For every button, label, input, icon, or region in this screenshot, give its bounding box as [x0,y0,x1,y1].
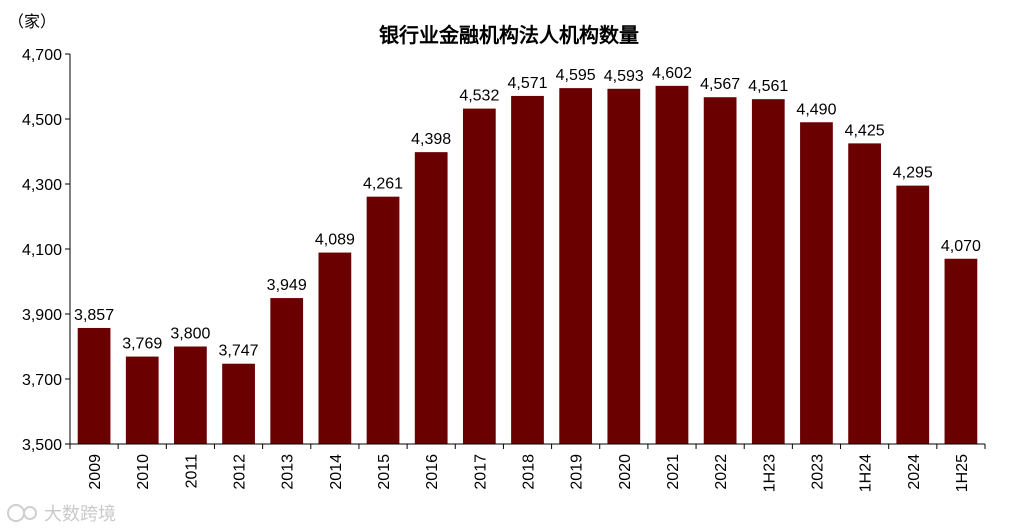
y-axis-ticks: 3,500 3,700 3,900 4,100 4,300 4,500 4,700 [22,47,70,454]
data-label-2009: 3,857 [74,307,114,324]
data-label-1H24: 4,425 [845,122,885,139]
data-label-2014: 4,089 [315,232,355,249]
data-label-2024: 4,295 [893,165,933,182]
x-tick-label-2012: 2012 [232,454,249,490]
data-label-2018: 4,571 [507,75,547,92]
x-tick-label-2017: 2017 [472,454,489,490]
chart-title: 银行业金融机构法人机构数量 [379,23,639,47]
bar-2017 [462,108,496,444]
x-tick-label-1H24: 1H24 [858,454,875,492]
bar-2022 [703,97,737,444]
bar-2015 [366,196,400,444]
watermark: 大数跨境 [7,504,116,525]
y-tick-label: 3,900 [22,307,62,324]
data-label-2023: 4,490 [796,101,836,118]
watermark-logo-icon [7,504,37,522]
x-tick-label-2013: 2013 [280,454,297,490]
bar-2016 [414,152,448,444]
data-label-2021: 4,602 [652,65,692,82]
x-axis-ticks: 2009 2010 2011 2012 2013 2014 2015 2016 2017 2018… [69,444,986,492]
bar-1H24 [848,143,881,444]
x-tick-label-2010: 2010 [135,454,152,490]
bar-2012 [222,363,255,444]
x-tick-label-2020: 2020 [617,454,634,490]
y-tick-label: 4,100 [22,242,62,259]
data-label-1H25: 4,070 [941,238,981,255]
x-tick-label-2022: 2022 [713,454,730,490]
data-label-2010: 3,769 [122,336,162,353]
x-tick-label-1H25: 1H25 [954,454,971,492]
bar-2020 [607,88,641,445]
data-label-2012: 3,747 [219,343,259,360]
x-tick-label-2011: 2011 [183,454,200,489]
x-tick-label-2024: 2024 [906,454,923,490]
bar-2021 [655,85,689,444]
data-label-2015: 4,261 [363,176,403,193]
x-tick-label-2023: 2023 [809,454,826,490]
bar-1H25 [944,258,978,444]
bar-2009 [77,327,111,444]
bar-2019 [559,88,593,444]
y-tick-label: 4,700 [22,47,62,64]
x-tick-label-2018: 2018 [521,454,538,490]
x-tick-label-2021: 2021 [665,454,682,490]
x-tick-label-1H23: 1H23 [761,454,778,492]
x-tick-label-2016: 2016 [424,454,441,490]
x-tick-label-2009: 2009 [87,454,104,490]
x-tick-label-2015: 2015 [376,454,393,490]
data-label-2019: 4,595 [556,67,596,84]
watermark-text: 大数跨境 [44,504,116,525]
bars-group [77,85,978,445]
bar-2023 [800,122,833,444]
bar-2013 [270,298,304,444]
data-label-2020: 4,593 [604,68,644,85]
y-tick-label: 3,500 [22,437,62,454]
data-label-2011: 3,800 [170,326,210,343]
x-tick-label-2019: 2019 [569,454,586,490]
data-label-2016: 4,398 [411,131,451,148]
y-axis-unit-label: （家） [8,12,56,31]
bar-2011 [174,346,207,444]
data-label-2022: 4,567 [700,76,740,93]
y-tick-label: 3,700 [22,372,62,389]
bar-2018 [511,95,544,445]
y-tick-label: 4,300 [22,177,62,194]
bar-2024 [896,185,930,444]
bar-1H23 [751,99,785,445]
x-tick-label-2014: 2014 [328,454,345,490]
bar-2010 [125,356,159,444]
y-tick-label: 4,500 [22,112,62,129]
data-label-1H23: 4,561 [748,78,788,95]
data-label-2013: 3,949 [267,277,307,294]
bar-2014 [318,252,352,444]
data-labels-group: 3,857 3,769 3,800 3,747 3,949 4,089 4,261 4,398… [74,65,981,360]
data-label-2017: 4,532 [459,88,499,105]
